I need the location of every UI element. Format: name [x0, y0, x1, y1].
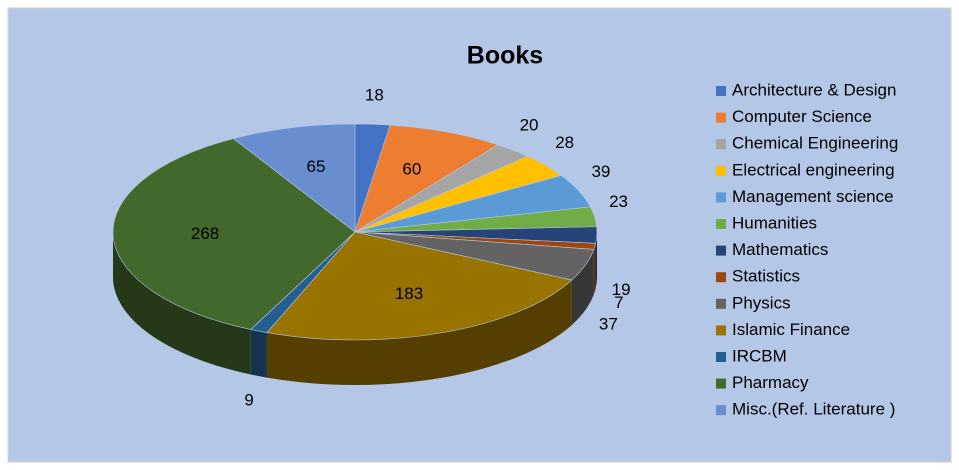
- legend-label: Electrical engineering: [732, 160, 895, 179]
- legend-swatch: [716, 298, 726, 309]
- legend-swatch: [716, 139, 726, 150]
- slice-side: [113, 232, 251, 375]
- legend-swatch: [716, 86, 726, 96]
- data-label: 28: [555, 133, 574, 152]
- legend-label: Physics: [732, 293, 791, 312]
- legend-swatch: [716, 245, 726, 256]
- data-label: 39: [591, 162, 610, 181]
- data-label: 23: [609, 192, 628, 211]
- legend-label: Management science: [732, 187, 894, 206]
- legend-swatch: [716, 325, 726, 336]
- legend-label: Chemical Engineering: [732, 134, 898, 153]
- slice-side: [250, 329, 267, 378]
- slice-side: [595, 232, 597, 289]
- data-label: 7: [614, 293, 623, 312]
- data-label: 268: [191, 224, 219, 243]
- slice: [266, 231, 573, 341]
- data-label: 9: [244, 390, 253, 409]
- legend-swatch: [716, 405, 726, 416]
- legend-label: Islamic Finance: [732, 320, 850, 339]
- legend-swatch: [716, 272, 726, 283]
- legend-label: Mathematics: [732, 240, 828, 259]
- slice: [354, 124, 499, 233]
- data-label: 65: [307, 157, 326, 176]
- chart-title: Books: [467, 42, 543, 70]
- legend-swatch: [716, 378, 726, 389]
- legend-swatch: [716, 219, 726, 229]
- slice-side: [571, 249, 594, 326]
- data-label: 37: [599, 315, 618, 334]
- legend-label: Pharmacy: [732, 373, 809, 392]
- legend-swatch: [716, 352, 726, 362]
- data-label: 60: [402, 160, 421, 179]
- data-label: 183: [395, 284, 423, 303]
- data-label: 18: [365, 86, 384, 105]
- data-label: 20: [520, 116, 539, 135]
- legend-label: Architecture & Design: [732, 80, 896, 99]
- legend-swatch: [716, 112, 726, 123]
- legend-label: Misc.(Ref. Literature ): [732, 400, 895, 419]
- legend-swatch: [716, 165, 726, 176]
- data-label: 19: [612, 280, 631, 299]
- legend-label: IRCBM: [732, 346, 787, 365]
- legend-label: Statistics: [732, 267, 800, 286]
- slice: [112, 138, 356, 330]
- slice: [232, 123, 356, 233]
- legend-label: Humanities: [732, 213, 817, 232]
- slice-side: [266, 280, 572, 385]
- legend-swatch: [716, 192, 726, 203]
- legend-label: Computer Science: [732, 107, 872, 126]
- slice-side: [593, 243, 596, 295]
